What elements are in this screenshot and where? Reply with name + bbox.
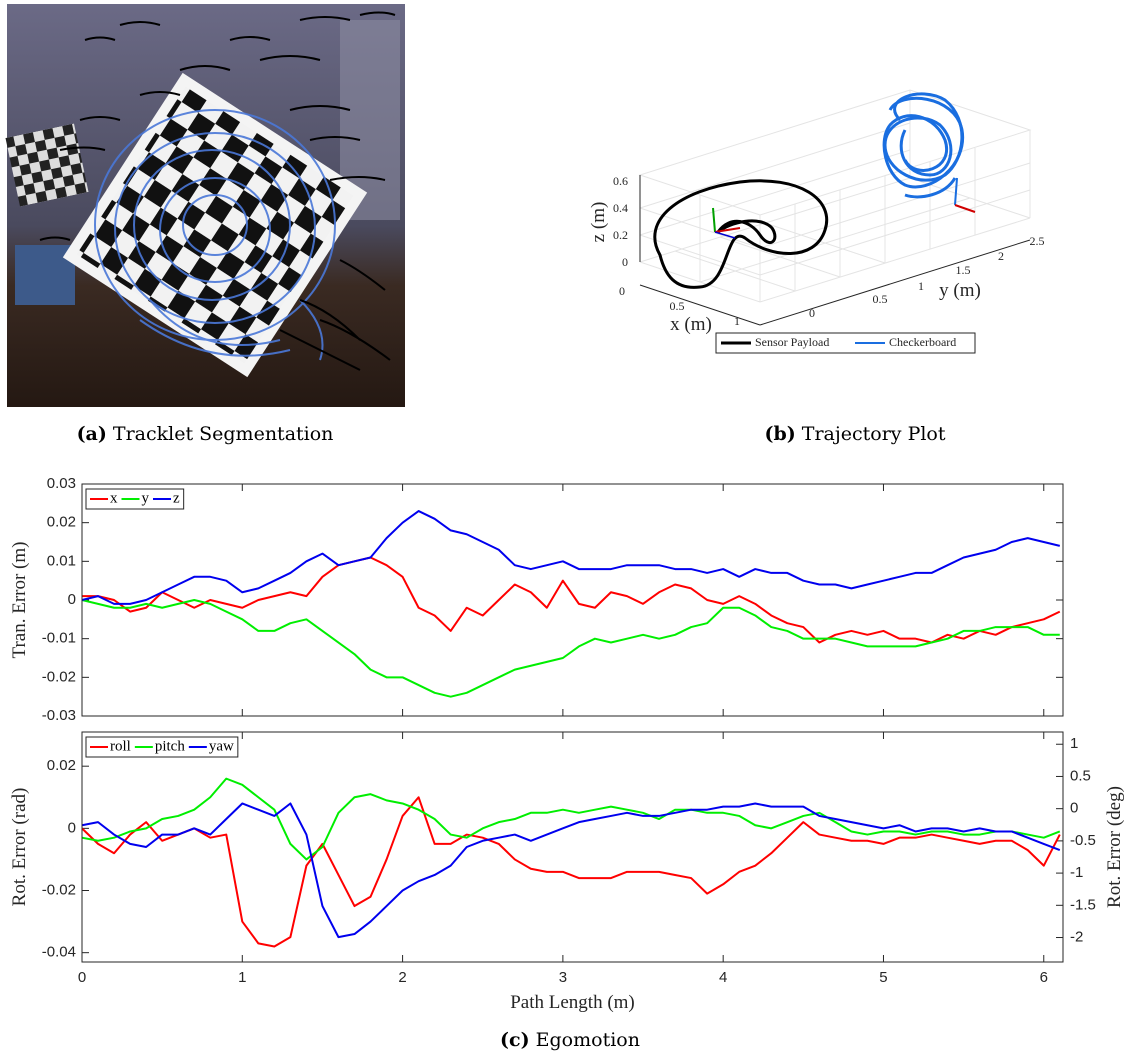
legend: x y z — [85, 488, 185, 510]
z-tick-label: 0.4 — [613, 201, 628, 215]
legend-label: y — [142, 490, 150, 506]
caption-label: (a) — [77, 423, 107, 445]
x-tick-label: 2 — [398, 969, 406, 986]
z-tick-label: 0.6 — [613, 174, 628, 188]
legend-label: yaw — [209, 738, 234, 754]
y-tick-label: -0.04 — [42, 944, 76, 961]
trajectory-plot: 0 0.2 0.4 0.6 0 0.5 1 0 0.5 1 1.5 2 2.5 … — [588, 89, 1045, 354]
caption-b: (b) Trajectory Plot — [764, 423, 945, 445]
x-tick-label: 0.5 — [670, 299, 685, 313]
y-tick-label: 2.5 — [1030, 234, 1045, 248]
legend-label: roll — [110, 738, 131, 754]
plot-frame — [81, 483, 1064, 717]
y2-axis-label: Rot. Error (deg) — [1104, 786, 1125, 908]
y-axis-label: Tran. Error (m) — [9, 542, 30, 659]
x-tick-label: 1 — [238, 969, 246, 986]
charts: -0.03 -0.02 -0.01 0 0.01 0.02 0.03 Tran. Error … — [9, 475, 1125, 1013]
x-tick-label: 5 — [879, 969, 887, 986]
x-tick-label: 6 — [1040, 969, 1048, 986]
caption-text: Trajectory Plot — [802, 423, 946, 445]
caption-label: (c) — [500, 1029, 530, 1051]
data-line — [81, 599, 1060, 698]
y-tick-label: 0.01 — [47, 552, 76, 569]
line-chart: 0 1 2 3 4 5 6 -0.04 -0.02 0 0.02 -2 -1.5 -1 -0.5 0 0.5 1 R… — [9, 731, 1125, 1013]
y2-tick-label: -1.5 — [1070, 896, 1096, 913]
y-tick-label: 2 — [998, 249, 1004, 263]
y-tick-label: -0.02 — [42, 881, 76, 898]
y-tick-label: 1 — [918, 279, 924, 293]
x-tick-label: 3 — [559, 969, 567, 986]
caption-text: Egomotion — [536, 1029, 640, 1051]
y2-tick-label: 0 — [1070, 800, 1078, 817]
x-axis-label: Path Length (m) — [510, 992, 635, 1013]
data-line — [81, 510, 1061, 605]
y-tick-label: 1.5 — [956, 263, 971, 277]
legend-label: x — [110, 490, 118, 506]
y-tick-label: 0 — [809, 306, 815, 320]
y-axis-label: Rot. Error (rad) — [9, 788, 30, 907]
y2-tick-label: 1 — [1070, 735, 1078, 752]
y-tick-label: 0 — [68, 591, 76, 608]
plot-area — [82, 732, 1063, 962]
y-tick-label: -0.01 — [42, 630, 76, 647]
caption-text: Tracklet Segmentation — [113, 423, 334, 445]
x-tick-label: 0 — [78, 969, 86, 986]
caption-label: (b) — [764, 423, 795, 445]
data-line — [81, 796, 1061, 948]
y-tick-label: 0.02 — [47, 757, 76, 774]
y-axis-label: y (m) — [939, 280, 981, 301]
z-tick-label: 0 — [622, 255, 628, 269]
grid-3d — [638, 89, 1032, 303]
y2-tick-label: 0.5 — [1070, 767, 1091, 784]
legend: roll pitch yaw — [85, 736, 239, 758]
data-line — [81, 777, 1061, 861]
plot-area — [82, 484, 1063, 716]
y-tick-label: -0.02 — [42, 668, 76, 685]
x-axis-label: x (m) — [670, 314, 712, 335]
line-chart: -0.03 -0.02 -0.01 0 0.01 0.02 0.03 Tran. Error … — [9, 475, 1064, 724]
x-tick-label: 0 — [619, 284, 625, 298]
legend-label: pitch — [155, 738, 185, 754]
tracklet-image — [5, 4, 405, 407]
caption-c: (c) Egomotion — [500, 1029, 640, 1051]
y2-tick-label: -0.5 — [1070, 832, 1096, 849]
y-tick-label: 0.02 — [47, 514, 76, 531]
legend-box — [85, 736, 239, 758]
y-tick-label: -0.03 — [42, 707, 76, 724]
legend-label: z — [173, 490, 180, 506]
x-tick-label: 4 — [719, 969, 727, 986]
y2-tick-label: -2 — [1070, 928, 1083, 945]
data-line — [82, 556, 1061, 644]
data-line — [81, 802, 1061, 939]
legend-label: Checkerboard — [889, 335, 956, 349]
z-axis-label: z (m) — [588, 202, 609, 243]
y-tick-label: 0.5 — [873, 292, 888, 306]
y-tick-label: 0 — [68, 819, 76, 836]
y-tick-label: 0.03 — [47, 475, 76, 492]
x-tick-label: 1 — [734, 314, 740, 328]
legend: Sensor Payload Checkerboard — [715, 332, 976, 354]
plot-frame — [81, 731, 1064, 963]
z-tick-label: 0.2 — [613, 228, 628, 242]
legend-label: Sensor Payload — [755, 335, 829, 349]
y2-tick-label: -1 — [1070, 864, 1083, 881]
caption-a: (a) Tracklet Segmentation — [77, 423, 334, 445]
